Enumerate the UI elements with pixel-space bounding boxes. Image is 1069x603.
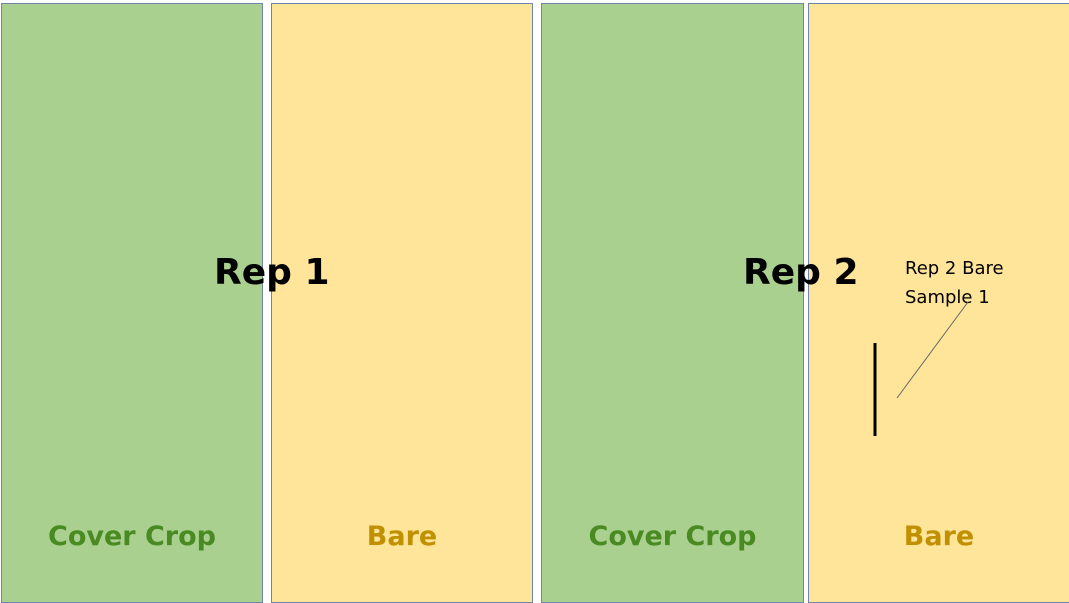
- plot-rep2-cover-crop: Cover Crop: [541, 3, 804, 603]
- plot-rep1-bare: Bare: [271, 3, 533, 603]
- plot-label-bare: Bare: [903, 521, 975, 552]
- rep-1-label: Rep 1: [214, 252, 330, 293]
- sample-annotation: Rep 2 Bare Sample 1: [905, 254, 1004, 312]
- annotation-line-2: Sample 1: [905, 287, 990, 308]
- plot-label-bare: Bare: [366, 521, 438, 552]
- plot-rep1-cover-crop: Cover Crop: [1, 3, 263, 603]
- rep-2-label: Rep 2: [743, 252, 859, 293]
- annotation-line-1: Rep 2 Bare: [905, 258, 1004, 279]
- plot-label-cover-crop: Cover Crop: [48, 521, 216, 552]
- plot-label-cover-crop: Cover Crop: [588, 521, 757, 552]
